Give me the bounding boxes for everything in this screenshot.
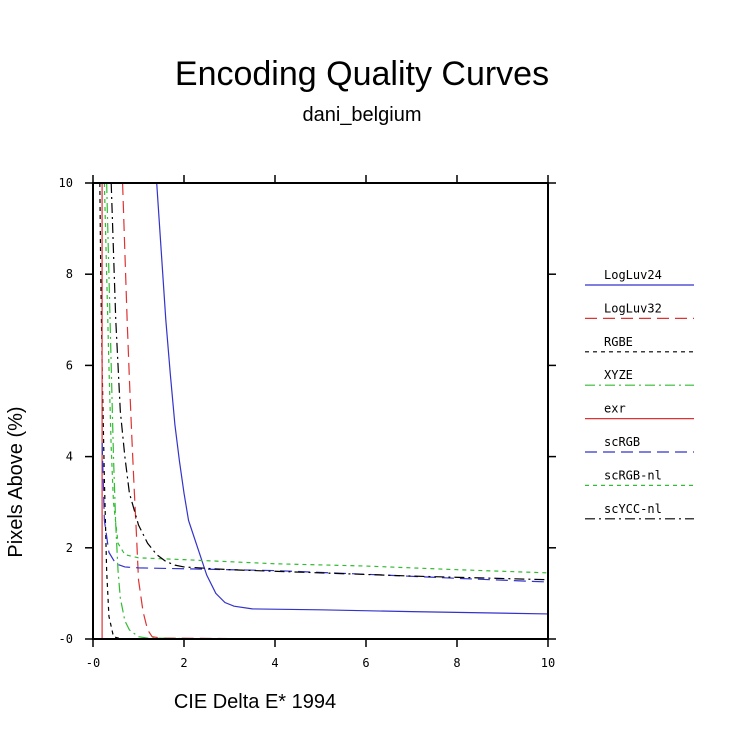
series-line-scrgb: [101, 442, 548, 583]
series-line-scycc-nl: [110, 183, 548, 581]
legend-item-scrgb: scRGB: [585, 435, 694, 453]
x-tick-label: 6: [362, 656, 369, 670]
y-axis-label: Pixels Above (%): [5, 406, 27, 557]
legend-item-logluv32: LogLuv32: [585, 301, 694, 319]
legend-label: scRGB-nl: [604, 468, 662, 482]
plot-frame: [92, 182, 549, 640]
y-tick-label: 6: [66, 358, 73, 372]
legend-label: scRGB: [604, 435, 640, 449]
y-tick-label: -0: [59, 632, 73, 646]
legend-item-rgbe: RGBE: [585, 335, 694, 353]
chart-subtitle: dani_belgium: [303, 104, 422, 126]
series-line-logluv32: [121, 183, 548, 639]
x-tick-label: 10: [541, 656, 555, 670]
legend-label: RGBE: [604, 335, 633, 349]
legend-label: XYZE: [604, 368, 633, 382]
series-layer: [99, 183, 548, 639]
legend-label: LogLuv32: [604, 301, 662, 315]
x-tick-label: -0: [86, 656, 100, 670]
legend-label: exr: [604, 402, 626, 416]
x-tick-label: 4: [271, 656, 278, 670]
axes-layer: -0 2 4 6 8 10 -0 2 4 6 8 10: [59, 175, 556, 670]
y-tick-label: 8: [66, 267, 73, 281]
legend-label: LogLuv24: [604, 268, 662, 282]
series-line-rgbe: [99, 183, 548, 639]
x-tick-label: 8: [453, 656, 460, 670]
y-tick-label: 4: [66, 450, 73, 464]
legend-item-logluv24: LogLuv24: [585, 268, 694, 286]
legend: LogLuv24 LogLuv32 RGBE XYZE exr scRGB scRGB-nl…: [585, 268, 694, 520]
series-line-logluv24: [156, 183, 548, 615]
legend-item-scycc-nl: scYCC-nl: [585, 502, 694, 520]
y-tick-label: 10: [59, 176, 73, 190]
y-tick-label: 2: [66, 541, 73, 555]
x-axis-label: CIE Delta E* 1994: [174, 691, 336, 713]
chart-title: Encoding Quality Curves: [175, 55, 549, 93]
legend-item-scrgb-nl: scRGB-nl: [585, 468, 694, 486]
legend-label: scYCC-nl: [604, 502, 662, 516]
legend-item-exr: exr: [585, 402, 694, 420]
x-tick-label: 2: [180, 656, 187, 670]
legend-item-xyze: XYZE: [585, 368, 694, 386]
